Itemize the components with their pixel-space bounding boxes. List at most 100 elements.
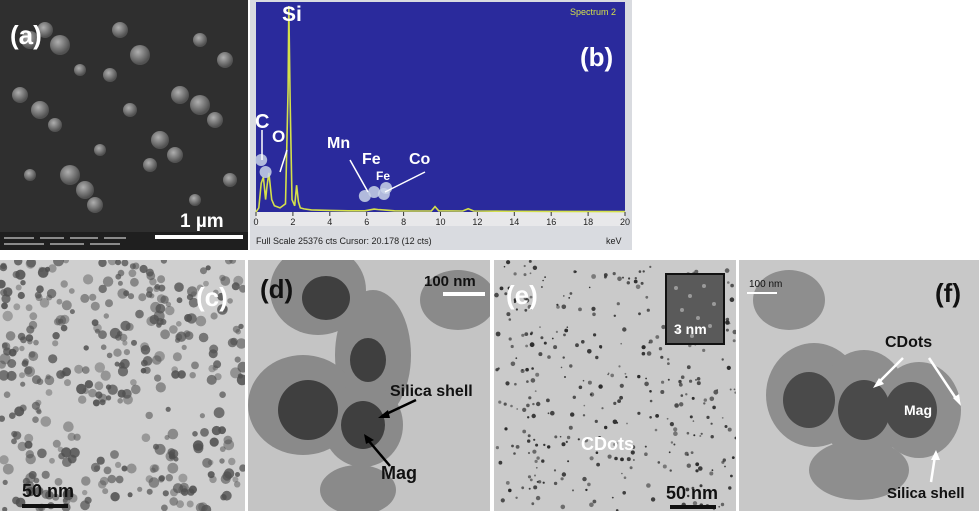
particle <box>207 471 215 479</box>
particle <box>131 384 141 395</box>
carbon-dot <box>726 365 731 370</box>
carbon-dot <box>622 276 624 279</box>
particle <box>117 366 129 377</box>
carbon-dot <box>625 375 628 379</box>
particle <box>26 487 36 497</box>
particle <box>83 345 89 351</box>
carbon-dot <box>640 281 644 285</box>
carbon-dot <box>498 460 503 465</box>
carbon-dot <box>630 450 635 455</box>
particle <box>167 428 179 440</box>
particle <box>156 294 166 304</box>
particle <box>82 489 88 496</box>
carbon-dot <box>541 459 545 463</box>
carbon-dot <box>641 351 646 356</box>
panel-f-scale-label: 100 nm <box>749 279 783 290</box>
particle <box>164 435 170 440</box>
carbon-dot <box>561 442 566 447</box>
particle <box>146 316 157 327</box>
carbon-dot <box>699 435 702 437</box>
carbon-dot <box>637 374 641 379</box>
carbon-dot <box>633 459 635 461</box>
carbon-dot <box>691 396 695 400</box>
carbon-dot <box>513 298 517 302</box>
carbon-dot <box>678 379 682 384</box>
tem-image-e <box>494 260 736 511</box>
panel-b-label: (b) <box>580 42 614 72</box>
carbon-dot <box>583 437 589 443</box>
carbon-dot <box>638 270 642 273</box>
particle <box>232 325 240 333</box>
particle <box>187 286 198 297</box>
carbon-dot <box>700 432 703 435</box>
particle <box>9 412 16 419</box>
particle <box>198 332 209 343</box>
carbon-dot <box>685 487 690 492</box>
carbon-dot <box>540 336 544 340</box>
carbon-dot <box>614 456 618 461</box>
carbon-dot <box>521 333 525 337</box>
carbon-dot <box>515 445 520 449</box>
carbon-dot <box>725 317 730 321</box>
carbon-dot <box>617 399 621 403</box>
carbon-dot <box>618 365 621 368</box>
particle <box>28 471 37 479</box>
carbon-dot <box>504 427 508 431</box>
carbon-dot <box>655 335 660 339</box>
particle <box>24 433 34 443</box>
particle <box>48 264 57 273</box>
particle <box>176 297 183 304</box>
particle <box>141 433 151 442</box>
particle <box>109 327 121 339</box>
particle <box>6 370 17 381</box>
carbon-dot <box>689 379 693 383</box>
particle <box>100 370 111 381</box>
carbon-dot <box>645 295 649 299</box>
carbon-dot <box>611 496 614 499</box>
panel-d-scale-label: 100 nm <box>424 273 476 290</box>
carbon-dot <box>631 445 636 449</box>
carbon-dot <box>721 460 725 464</box>
particle <box>107 384 118 395</box>
particle <box>103 466 112 475</box>
carbon-dot <box>499 286 504 291</box>
carbon-dot <box>698 466 703 471</box>
peak-marker-o <box>259 166 272 178</box>
particle <box>175 333 183 341</box>
carbon-dot <box>613 401 617 405</box>
particle <box>54 478 63 486</box>
particle <box>91 319 99 327</box>
particle <box>25 450 34 459</box>
particle <box>113 348 122 357</box>
particle <box>205 265 211 271</box>
particle <box>90 301 100 311</box>
carbon-dot <box>727 281 730 284</box>
carbon-dot <box>587 482 591 487</box>
particle <box>157 476 165 483</box>
particle <box>203 280 209 287</box>
carbon-dot <box>678 382 683 387</box>
carbon-dot <box>699 484 703 488</box>
peak-label-c: C <box>255 111 270 133</box>
particle <box>119 333 128 342</box>
particle <box>191 361 199 370</box>
carbon-dot <box>686 453 689 456</box>
peak-label-fe-1: Fe <box>362 151 381 168</box>
carbon-dot <box>610 373 614 378</box>
carbon-dot <box>587 380 592 385</box>
peak-label-fe-2: Fe <box>376 169 391 183</box>
carbon-dot <box>534 459 538 463</box>
carbon-dot <box>550 410 555 416</box>
particle <box>0 263 8 272</box>
carbon-dot <box>724 425 728 428</box>
carbon-dot <box>667 358 670 361</box>
carbon-dot <box>547 355 551 359</box>
carbon-dot <box>514 382 517 386</box>
carbon-dot <box>692 501 698 506</box>
carbon-dot <box>629 466 633 470</box>
carbon-dot <box>724 268 730 273</box>
panel-a-scale-bar <box>155 235 243 239</box>
carbon-dot <box>570 412 575 417</box>
particle <box>223 435 233 445</box>
particle <box>122 340 128 346</box>
